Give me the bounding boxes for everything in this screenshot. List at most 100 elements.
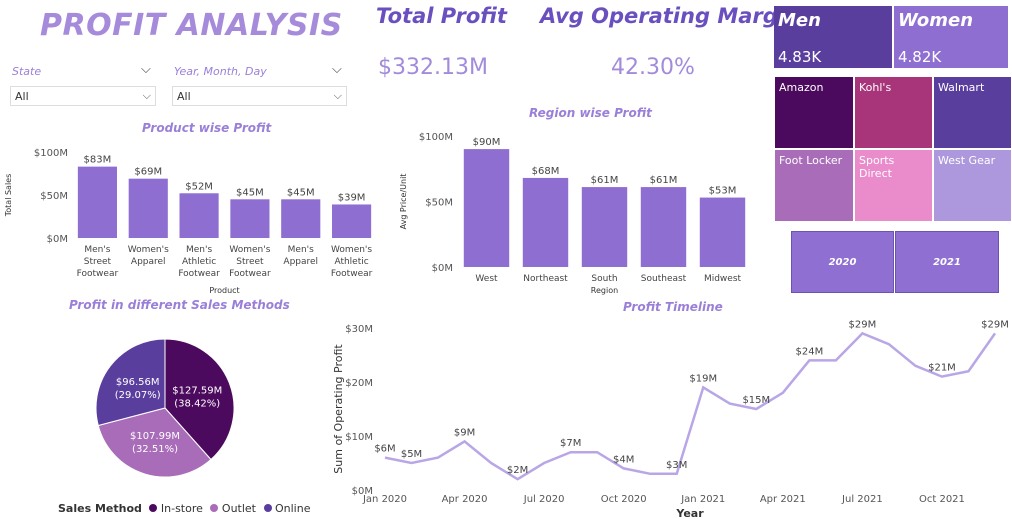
data-label: $52M: [185, 181, 213, 192]
point-label: $21M: [928, 363, 956, 374]
pie-legend-title: Sales Method: [58, 502, 142, 515]
x-tick-label: Women's Apparel: [128, 245, 169, 267]
year-slicer: 2020 2021: [791, 231, 999, 293]
pie-percent-label: (32.51%): [132, 444, 178, 455]
chevron-down-icon: ⌵: [143, 89, 151, 103]
y-axis-label: Avg Price/Unit: [399, 174, 408, 230]
x-tick-label: Midwest: [704, 274, 742, 284]
point-label: $3M: [666, 460, 687, 471]
state-dropdown[interactable]: All ⌵: [10, 86, 156, 106]
retailer-label: West Gear: [938, 154, 995, 167]
pie-percent-label: (29.07%): [115, 390, 161, 401]
series-line: [385, 333, 995, 479]
x-tick-label: Jul 2021: [841, 494, 883, 505]
data-label: $90M: [473, 137, 501, 148]
year-button-2020[interactable]: 2020: [791, 231, 894, 293]
y-tick-label: $0M: [432, 263, 453, 274]
slicer-date-label: Year, Month, Day: [174, 65, 267, 78]
retailer-label: Foot Locker: [779, 154, 842, 167]
data-label: $69M: [134, 167, 162, 178]
point-label: $2M: [507, 465, 528, 476]
y-tick-label: $20M: [345, 378, 373, 389]
bar: [464, 149, 509, 267]
retailer-label: Sports Direct: [859, 154, 894, 180]
data-label: $53M: [709, 186, 737, 197]
pie-chart-title: Profit in different Sales Methods: [69, 298, 290, 312]
x-tick-label: South: [591, 274, 617, 284]
chevron-down-icon[interactable]: ⌵: [141, 62, 151, 77]
data-label: $45M: [236, 187, 264, 198]
point-label: $24M: [795, 346, 823, 357]
bar: [641, 187, 686, 267]
retailer-tile-foot-locker[interactable]: Foot Locker: [774, 149, 854, 222]
product-chart: $0M $50M $100M Total Sales $83M Men's Street Fo…: [0, 140, 380, 295]
date-dropdown[interactable]: All ⌵: [172, 86, 347, 106]
retailer-tile-sports-direct[interactable]: Sports Direct: [854, 149, 933, 222]
year-label: 2021: [933, 257, 961, 268]
x-tick-label: Jan 2021: [680, 494, 725, 505]
x-tick-label: Oct 2021: [919, 494, 965, 505]
bar: [582, 187, 627, 267]
region-chart-title: Region wise Profit: [529, 106, 652, 120]
data-label: $61M: [650, 175, 678, 186]
y-tick-label: $100M: [34, 148, 68, 159]
kpi-total-profit-value: $332.13M: [378, 55, 488, 80]
pie-percent-label: (38.42%): [174, 399, 220, 410]
data-label: $61M: [591, 175, 619, 186]
bar: [180, 193, 219, 238]
legend-dot-instore: [149, 504, 157, 512]
card-men[interactable]: Men 4.83K: [774, 6, 892, 68]
retailer-treemap: Amazon Kohl's Walmart Foot Locker Sports…: [774, 76, 1012, 222]
x-tick-label: Southeast: [641, 274, 687, 284]
y-tick-label: $0M: [47, 234, 68, 245]
retailer-tile-west-gear[interactable]: West Gear: [933, 149, 1012, 222]
x-axis-label: Region: [591, 286, 618, 295]
y-tick-label: $10M: [345, 432, 373, 443]
year-button-2021[interactable]: 2021: [895, 231, 999, 293]
point-label: $29M: [849, 319, 877, 330]
kpi-avg-margin-value: 42.30%: [611, 55, 695, 80]
x-tick-label: West: [475, 274, 498, 284]
state-dropdown-value: All: [15, 90, 29, 103]
x-tick-label: Apr 2020: [442, 494, 488, 505]
x-tick-label: Apr 2021: [760, 494, 806, 505]
retailer-tile-kohls[interactable]: Kohl's: [854, 76, 933, 149]
legend-label-outlet: Outlet: [222, 502, 256, 515]
retailer-tile-walmart[interactable]: Walmart: [933, 76, 1012, 149]
retailer-label: Kohl's: [859, 81, 891, 94]
bar: [129, 179, 168, 238]
chevron-down-icon: ⌵: [334, 89, 342, 103]
chevron-down-icon[interactable]: ⌵: [332, 62, 342, 77]
card-women[interactable]: Women 4.82K: [894, 6, 1008, 68]
pie-legend: Sales Method In-store Outlet Online: [58, 502, 310, 515]
data-label: $83M: [84, 155, 112, 166]
bar: [332, 204, 371, 238]
card-men-label: Men: [778, 10, 821, 31]
x-tick-label: Men's Athletic Footwear: [178, 245, 220, 279]
bar: [78, 167, 117, 238]
timeline-chart: $0M$10M$20M$30MSum of Operating Profit $6…: [330, 318, 1010, 519]
slicer-state[interactable]: State ⌵ All ⌵: [10, 62, 156, 106]
retailer-tile-amazon[interactable]: Amazon: [774, 76, 854, 149]
point-label: $5M: [401, 449, 422, 460]
x-axis-label: Product: [209, 286, 239, 295]
y-tick-label: $100M: [419, 132, 453, 143]
card-men-value: 4.83K: [778, 48, 821, 66]
bar: [230, 199, 269, 238]
point-label: $29M: [981, 319, 1009, 330]
x-tick-label: Women's Street Footwear: [229, 245, 271, 279]
legend-dot-online: [264, 504, 272, 512]
region-chart: $0M $50M $100M Avg Price/Unit $90M West $68M No…: [395, 125, 760, 300]
data-label: $39M: [338, 192, 366, 203]
point-label: $15M: [742, 395, 770, 406]
legend-label-instore: In-store: [161, 502, 203, 515]
x-tick-label: Jul 2020: [523, 494, 565, 505]
x-tick-label: Women's Athletic Footwear: [331, 245, 373, 279]
pie-chart: $127.59M (38.42%) $107.99M (32.51%) $96.56M (…: [90, 333, 240, 483]
y-tick-label: $50M: [425, 198, 453, 209]
slicer-date[interactable]: Year, Month, Day ⌵ All ⌵: [172, 62, 347, 106]
card-women-label: Women: [898, 10, 973, 31]
kpi-avg-margin-title: Avg Operating Margin: [540, 4, 800, 28]
point-label: $6M: [374, 444, 395, 455]
date-dropdown-value: All: [177, 90, 191, 103]
